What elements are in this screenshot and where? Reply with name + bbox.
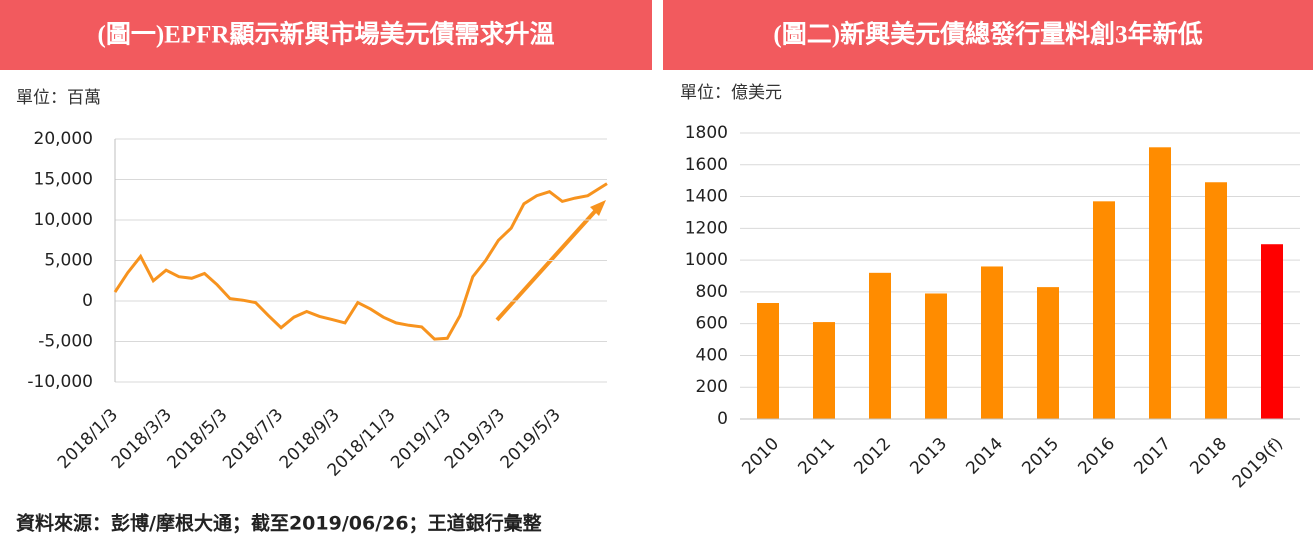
y-tick-label: 0	[82, 291, 93, 311]
x-tick-label: 2018/7/3	[219, 405, 287, 473]
bar	[1149, 147, 1171, 420]
y-tick-label: -5,000	[38, 332, 93, 352]
x-tick-label: 2010	[738, 434, 783, 479]
x-tick-label: 2018/5/3	[163, 405, 231, 473]
y-tick-label: 600	[696, 314, 728, 334]
y-tick-label: 10,000	[34, 210, 93, 230]
source-note: 資料來源：彭博/摩根大通；截至2019/06/26；王道銀行彙整	[16, 512, 542, 535]
y-tick-label: 20,000	[34, 129, 93, 149]
chart-title: (圖一)EPFR顯示新興市場美元債需求升溫	[98, 20, 555, 49]
y-tick-label: 1200	[685, 218, 728, 238]
bar	[1093, 201, 1115, 419]
y-tick-label: 5,000	[44, 251, 93, 271]
x-tick-label: 2018	[1186, 434, 1231, 479]
unit-label: 單位：百萬	[16, 88, 101, 108]
bar	[1261, 244, 1283, 419]
y-tick-label: 1000	[685, 250, 728, 270]
bar	[813, 322, 835, 419]
unit-label: 單位：億美元	[680, 83, 782, 103]
x-tick-label: 2019(f)	[1229, 434, 1287, 492]
bar	[1205, 182, 1227, 419]
bar	[869, 272, 891, 419]
bar	[1037, 287, 1059, 419]
y-tick-label: 1400	[685, 187, 728, 207]
x-tick-label: 2016	[1074, 434, 1119, 479]
y-tick-label: 1800	[685, 123, 728, 143]
x-tick-label: 2017	[1130, 434, 1175, 479]
header-band	[0, 0, 652, 70]
bar	[925, 293, 947, 419]
x-tick-label: 2011	[794, 434, 839, 479]
header-band	[663, 0, 1313, 70]
chart-title: (圖二)新興美元債總發行量料創3年新低	[773, 20, 1202, 49]
y-tick-label: 200	[696, 377, 728, 397]
bar	[981, 266, 1003, 419]
arrow-head	[590, 200, 606, 216]
x-tick-label: 2013	[906, 434, 951, 479]
y-tick-label: 15,000	[34, 170, 93, 190]
data-line	[113, 182, 608, 341]
y-tick-label: 800	[696, 282, 728, 302]
y-tick-label: 400	[696, 345, 728, 365]
x-tick-label: 2014	[962, 434, 1007, 479]
x-tick-label: 2015	[1018, 434, 1063, 479]
y-tick-label: -10,000	[27, 372, 93, 392]
y-tick-label: 1600	[685, 155, 728, 175]
x-tick-label: 2012	[850, 434, 895, 479]
x-tick-label: 2019/5/3	[497, 405, 565, 473]
y-tick-label: 0	[717, 409, 728, 429]
bar	[757, 303, 779, 419]
